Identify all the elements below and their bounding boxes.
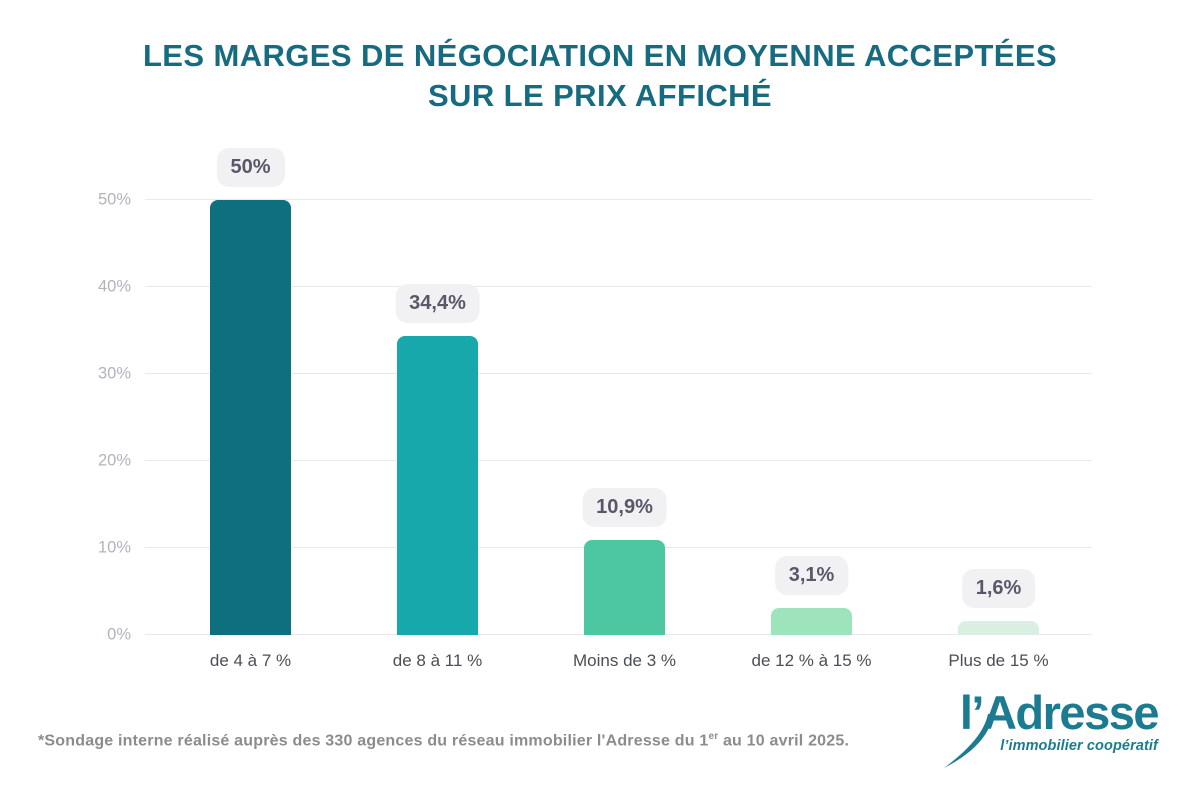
- y-axis-tick-label: 10%: [97, 538, 131, 557]
- logo-tagline: l’immobilier coopératif: [1000, 738, 1158, 755]
- bar-value-badge: 1,6%: [961, 569, 1036, 609]
- x-axis-category-label: Plus de 15 %: [948, 651, 1049, 670]
- gridline: [145, 199, 1092, 200]
- bar-value-badge: 50%: [216, 148, 285, 187]
- x-axis-category-label: de 4 à 7 %: [209, 651, 292, 670]
- y-axis-tick-label: 40%: [97, 277, 131, 296]
- x-axis-category-label: Moins de 3 %: [573, 651, 676, 670]
- brand-logo: l’Adresse l’immobilier coopératif: [920, 686, 1160, 783]
- gridline: [145, 460, 1092, 461]
- page-title: LES MARGES DE NÉGOCIATION EN MOYENNE ACC…: [0, 36, 1200, 117]
- bar: [584, 540, 665, 635]
- bar-value-badge: 10,9%: [582, 488, 667, 528]
- bar-value-badge: 3,1%: [774, 556, 849, 596]
- x-axis-category-label: de 8 à 11 %: [392, 651, 483, 670]
- bar: [397, 335, 478, 635]
- x-axis-category-label: de 12 % à 15 %: [751, 651, 872, 670]
- footnote-text-end: au 10 avril 2025.: [718, 732, 850, 750]
- footnote: *Sondage interne réalisé auprès des 330 …: [38, 731, 849, 750]
- y-axis-tick-label: 0%: [107, 625, 131, 644]
- bar: [210, 200, 291, 635]
- footnote-text: *Sondage interne réalisé auprès des 330 …: [38, 732, 709, 750]
- gridline: [145, 373, 1092, 374]
- footnote-superscript: er: [708, 731, 719, 742]
- bar: [771, 608, 852, 635]
- page-title-line1: LES MARGES DE NÉGOCIATION EN MOYENNE ACC…: [142, 38, 1058, 73]
- y-axis-tick-label: 50%: [97, 190, 131, 209]
- y-axis-tick-label: 20%: [97, 451, 131, 470]
- gridline: [145, 286, 1092, 287]
- page-title-line2: SUR LE PRIX AFFICHÉ: [427, 78, 773, 114]
- bar-chart: 0% 10% 20% 30% 40% 50% 50% de 4 à 7 % 34,4% de 8 …: [98, 148, 1092, 670]
- logo-wordmark: l’Adresse: [959, 686, 1160, 739]
- y-axis-tick-label: 30%: [97, 364, 131, 383]
- bar: [958, 621, 1039, 635]
- bar-value-badge: 34,4%: [395, 283, 480, 323]
